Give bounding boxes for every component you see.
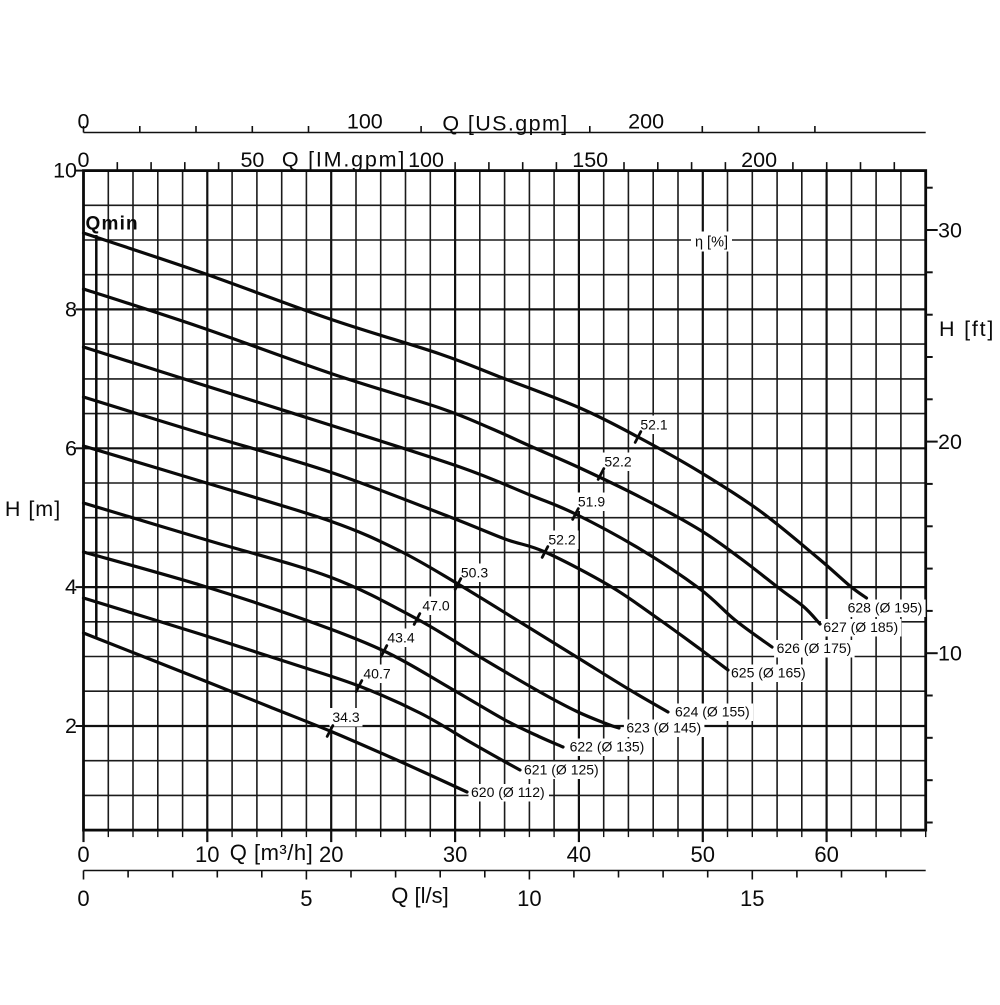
- svg-text:8: 8: [65, 297, 77, 321]
- svg-text:627 (Ø 185): 627 (Ø 185): [823, 619, 898, 635]
- svg-text:50: 50: [691, 842, 715, 867]
- svg-text:626 (Ø 175): 626 (Ø 175): [777, 640, 852, 656]
- svg-text:2: 2: [65, 714, 77, 738]
- svg-text:625 (Ø 165): 625 (Ø 165): [731, 665, 806, 681]
- svg-text:Qmin: Qmin: [86, 214, 139, 235]
- svg-text:620 (Ø 112): 620 (Ø 112): [471, 784, 545, 800]
- svg-text:5: 5: [300, 886, 312, 911]
- svg-text:10: 10: [53, 159, 77, 183]
- svg-text:621 (Ø 125): 621 (Ø 125): [524, 762, 599, 778]
- svg-text:0: 0: [77, 842, 89, 867]
- svg-text:H [m]: H [m]: [5, 497, 61, 521]
- svg-text:0: 0: [78, 110, 90, 134]
- svg-text:51.9: 51.9: [578, 494, 605, 510]
- svg-text:30: 30: [443, 842, 467, 867]
- svg-text:34.3: 34.3: [332, 709, 359, 725]
- svg-text:100: 100: [408, 148, 444, 172]
- svg-text:0: 0: [77, 886, 89, 911]
- svg-text:50: 50: [240, 148, 264, 172]
- svg-text:10: 10: [938, 642, 962, 666]
- svg-text:200: 200: [628, 110, 664, 134]
- svg-text:47.0: 47.0: [422, 598, 449, 614]
- svg-text:52.2: 52.2: [548, 532, 575, 548]
- svg-text:10: 10: [195, 842, 219, 867]
- svg-text:43.4: 43.4: [387, 630, 414, 646]
- svg-text:10: 10: [517, 886, 541, 911]
- svg-text:624 (Ø 155): 624 (Ø 155): [675, 704, 750, 720]
- svg-text:30: 30: [938, 219, 962, 243]
- svg-text:622 (Ø 135): 622 (Ø 135): [570, 739, 645, 755]
- svg-text:6: 6: [65, 436, 77, 460]
- svg-text:52.2: 52.2: [604, 454, 631, 470]
- svg-text:4: 4: [65, 575, 77, 599]
- svg-text:40.7: 40.7: [363, 666, 390, 682]
- svg-text:60: 60: [814, 842, 838, 867]
- svg-text:Q [US.gpm]: Q [US.gpm]: [442, 112, 568, 136]
- svg-text:40: 40: [567, 842, 591, 867]
- svg-text:150: 150: [572, 148, 608, 172]
- svg-text:15: 15: [740, 886, 764, 911]
- svg-text:50.3: 50.3: [461, 565, 488, 581]
- svg-text:H [ft]: H [ft]: [939, 317, 995, 341]
- svg-text:623 (Ø 145): 623 (Ø 145): [626, 720, 701, 736]
- svg-text:Q [l/s]: Q [l/s]: [391, 883, 448, 908]
- svg-text:0: 0: [78, 148, 90, 172]
- svg-text:100: 100: [347, 110, 383, 134]
- svg-text:Q [IM.gpm]: Q [IM.gpm]: [282, 148, 406, 172]
- svg-text:52.1: 52.1: [640, 417, 667, 433]
- svg-text:628 (Ø 195): 628 (Ø 195): [848, 600, 923, 616]
- svg-text:20: 20: [938, 430, 962, 454]
- svg-text:Q [m³/h]: Q [m³/h]: [230, 840, 313, 865]
- svg-text:20: 20: [319, 842, 343, 867]
- svg-text:200: 200: [741, 148, 777, 172]
- svg-text:η [%]: η [%]: [695, 235, 728, 251]
